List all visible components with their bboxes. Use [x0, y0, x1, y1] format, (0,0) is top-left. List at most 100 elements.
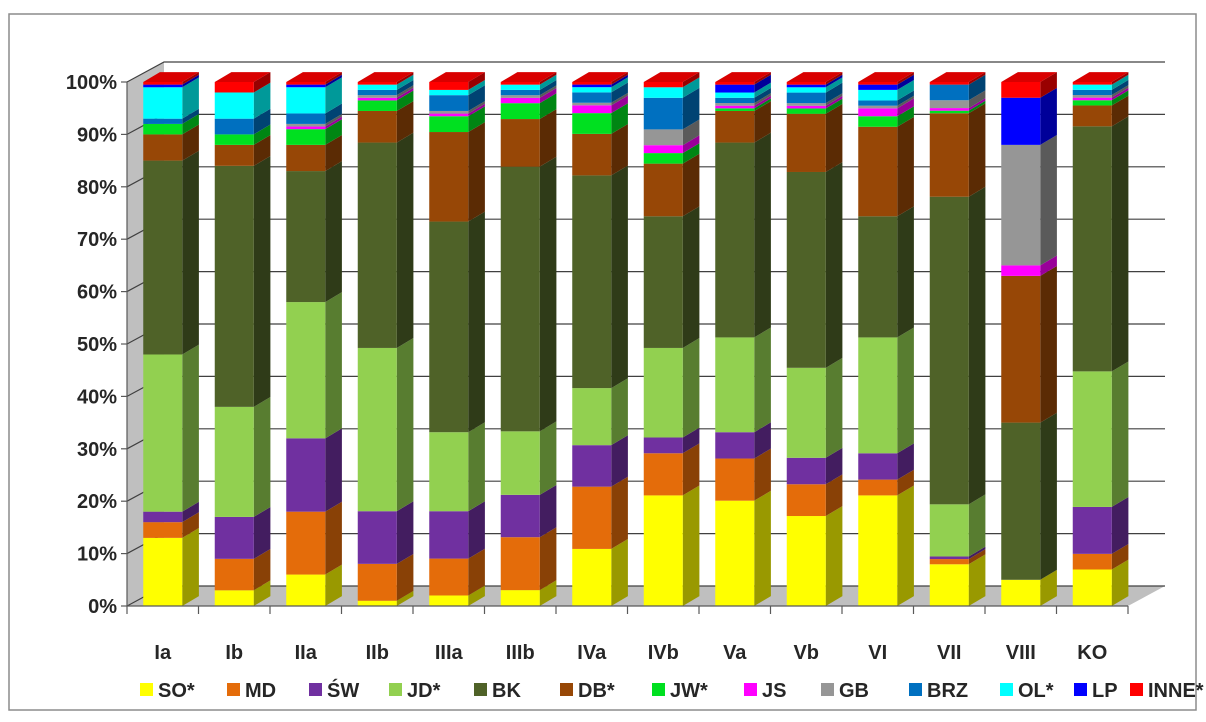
bar-segment-viii-gb-side [1040, 134, 1057, 266]
bar-segment-iib-js [357, 97, 397, 101]
bar-segment-iiib-jw [500, 103, 540, 120]
legend-label-gb: GB [839, 680, 869, 702]
y-tick-label: 40% [77, 386, 117, 408]
bar-segment-ib-db [214, 144, 254, 166]
bar-segment-ko-gb [1072, 95, 1112, 98]
bar-segment-va-js [715, 105, 755, 109]
bar-stack-ia [143, 72, 199, 606]
bar-segment-vi-bk-side [897, 206, 914, 338]
bar-segment-ivb-inne-top [643, 72, 700, 82]
legend-label-ol: OL* [1018, 680, 1054, 702]
bar-segment-ib-bk [214, 165, 254, 407]
bar-segment-vii-bk [929, 196, 969, 505]
bar-segment-ib-so [214, 590, 254, 606]
bar-segment-vb-inne-side [825, 72, 843, 85]
bar-segment-iia-brz-side [325, 103, 342, 124]
bar-segment-ia-jw-side [182, 114, 199, 135]
bar-segment-iib-bk [357, 142, 397, 348]
y-tick-label: 80% [77, 177, 117, 199]
bar-segment-vb-js [786, 105, 826, 109]
bar-segment-iiib-md-side [539, 527, 557, 591]
bar-segment-ia-md [143, 522, 183, 538]
bar-segment-iiib-js [500, 97, 540, 104]
bar-segment-iib-md-side [396, 553, 414, 601]
y-tick-label: 70% [77, 229, 117, 251]
legend-label-bk: BK [492, 680, 521, 702]
bar-segment-iia-jd [286, 302, 326, 439]
x-tick-label-iib: IIb [366, 642, 389, 664]
legend-swatch-gb [821, 683, 834, 696]
bar-segment-iiia-gb [429, 110, 469, 114]
bar-segment-ko-ol-side [1111, 74, 1129, 90]
bar-segment-vb-bk-side [825, 162, 843, 368]
bar-segment-vii-gb [929, 100, 969, 109]
legend-label-jd: JD* [407, 680, 441, 702]
bar-segment-vii-md-side [968, 549, 986, 565]
bar-segment-ivb-so [643, 495, 683, 606]
bar-segment-iib-gb [357, 95, 397, 98]
bar-segment-viii-db [1001, 275, 1041, 423]
bar-segment-vb-lp-side [825, 74, 843, 88]
legend-label-inne: INNE* [1148, 680, 1204, 702]
bar-segment-va-gb [715, 103, 755, 106]
bar-segment-iiia-md [429, 558, 469, 596]
bar-segment-va-bk-side [754, 132, 771, 338]
bar-segment-ivb-św [643, 437, 683, 454]
bar-segment-vi-js [858, 108, 898, 117]
bar-segment-iia-św-side [325, 428, 342, 512]
bar-segment-ia-bk [143, 160, 183, 355]
bar-segment-va-bk [715, 142, 755, 338]
bar-segment-va-gb-side [754, 93, 771, 106]
legend-swatch-jd [389, 683, 402, 696]
bar-segment-ib-św-side [253, 507, 271, 559]
bar-segment-ib-md [214, 558, 254, 591]
bar-segment-ia-inne-side [182, 72, 199, 85]
bar-segment-ivb-brz-side [682, 87, 700, 130]
bar-stack-iib [357, 72, 414, 606]
bar-segment-ia-bk-side [182, 150, 199, 355]
bar-segment-ia-db [143, 134, 183, 161]
bar-segment-ia-lp-side [182, 74, 199, 88]
bar-segment-iiia-js [429, 113, 469, 117]
bar-segment-iiib-brz-side [539, 80, 557, 96]
bar-segment-iia-jw [286, 129, 326, 145]
bar-segment-iia-bk-side [325, 161, 342, 303]
legend-label-św: ŚW [327, 678, 359, 702]
bar-segment-iva-so-side [611, 539, 628, 606]
legend-swatch-jw [652, 683, 665, 696]
legend-swatch-ol [1000, 683, 1013, 696]
y-tick-label: 20% [77, 491, 117, 513]
bar-segment-ib-inne-side [253, 72, 271, 93]
bar-segment-iva-ol-side [611, 77, 628, 93]
x-tick-label-ivb: IVb [648, 642, 679, 664]
bar-segment-vii-js [929, 108, 969, 111]
bar-segment-ib-brz-side [253, 108, 271, 135]
legend-label-brz: BRZ [927, 680, 968, 702]
bar-segment-iib-ol-side [396, 74, 414, 90]
bar-segment-vb-bk [786, 171, 826, 368]
bar-segment-iva-jw [572, 113, 612, 134]
bar-segment-ia-inne-top [143, 72, 199, 82]
bar-segment-va-db [715, 110, 755, 143]
bar-segment-vii-md [929, 559, 969, 565]
bar-segment-iib-so [357, 600, 397, 606]
bar-segment-iiia-so [429, 595, 469, 606]
bar-segment-ivb-js [643, 145, 683, 154]
bar-segment-iiia-gb-side [468, 101, 485, 114]
bar-segment-vi-lp [858, 84, 898, 90]
bar-segment-vi-jd-side [897, 327, 914, 454]
legend-swatch-inne [1130, 683, 1143, 696]
bar-segment-ko-św [1072, 506, 1112, 554]
y-tick-label: 10% [77, 544, 117, 566]
bar-segment-vi-js-side [897, 98, 914, 117]
legend-swatch-db [560, 683, 573, 696]
bar-segment-iia-inne-top [286, 72, 342, 82]
bar-segment-viii-so-side [1040, 569, 1057, 606]
bar-segment-vii-jw-side [968, 100, 986, 114]
bar-segment-iva-js [572, 105, 612, 114]
bar-segment-vii-jw [929, 110, 969, 114]
bar-segment-ib-inne [214, 82, 254, 93]
bar-segment-viii-lp [1001, 97, 1041, 145]
bar-segment-viii-js [1001, 265, 1041, 276]
bar-segment-ko-jw [1072, 100, 1112, 106]
